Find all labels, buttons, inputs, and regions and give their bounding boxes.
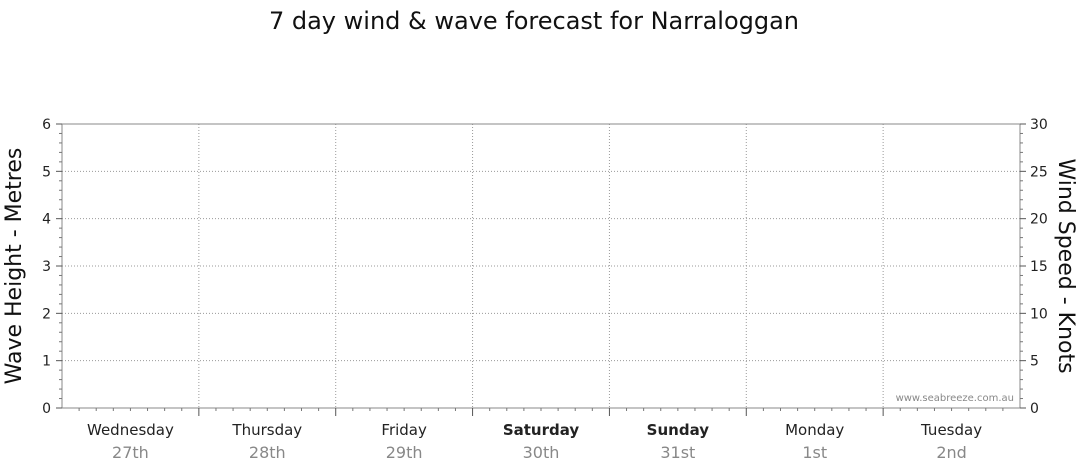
left-axis-title: Wave Height - Metres: [2, 148, 27, 385]
right-tick-label: 20: [1030, 212, 1048, 228]
day-name-label: Sunday: [647, 421, 710, 439]
day-date-label: 29th: [386, 443, 423, 462]
day-date-label: 2nd: [936, 443, 966, 462]
x-axis: Wednesday 27th Thursday 28th Friday 29th Satur…: [78, 408, 1004, 462]
right-tick-label: 25: [1030, 164, 1048, 180]
right-tick-label: 30: [1030, 117, 1048, 133]
day-name-label: Monday: [785, 421, 844, 439]
left-tick-label: 2: [42, 306, 51, 322]
right-tick-label: 0: [1030, 401, 1039, 417]
day-date-label: 31st: [660, 443, 695, 462]
left-tick-label: 4: [42, 212, 51, 228]
day-name-label: Saturday: [503, 421, 580, 439]
right-axis-title: Wind Speed - Knots: [1053, 158, 1078, 373]
right-tick-label: 5: [1030, 354, 1039, 370]
left-tick-label: 6: [42, 117, 51, 133]
grid-lines: [62, 124, 1020, 408]
day-name-label: Wednesday: [87, 421, 174, 439]
left-tick-label: 0: [42, 401, 51, 417]
left-tick-label: 1: [42, 354, 51, 370]
day-date-label: 27th: [112, 443, 149, 462]
right-y-axis: 0 5 10 15 20 25 30: [1020, 117, 1048, 417]
right-tick-label: 10: [1030, 306, 1048, 322]
day-date-label: 30th: [523, 443, 560, 462]
left-tick-label: 5: [42, 164, 51, 180]
right-tick-label: 15: [1030, 259, 1048, 275]
left-y-axis: 0 1 2 3 4 5 6: [42, 117, 62, 417]
day-name-label: Thursday: [231, 421, 302, 439]
day-name-label: Tuesday: [920, 421, 982, 439]
day-name-label: Friday: [381, 421, 427, 439]
left-tick-label: 3: [42, 259, 51, 275]
day-date-label: 28th: [249, 443, 286, 462]
chart-title: 7 day wind & wave forecast for Narralogg…: [269, 7, 799, 35]
day-date-label: 1st: [802, 443, 827, 462]
plot-area: [61, 123, 1021, 409]
watermark-text: www.seabreeze.com.au: [896, 393, 1014, 404]
